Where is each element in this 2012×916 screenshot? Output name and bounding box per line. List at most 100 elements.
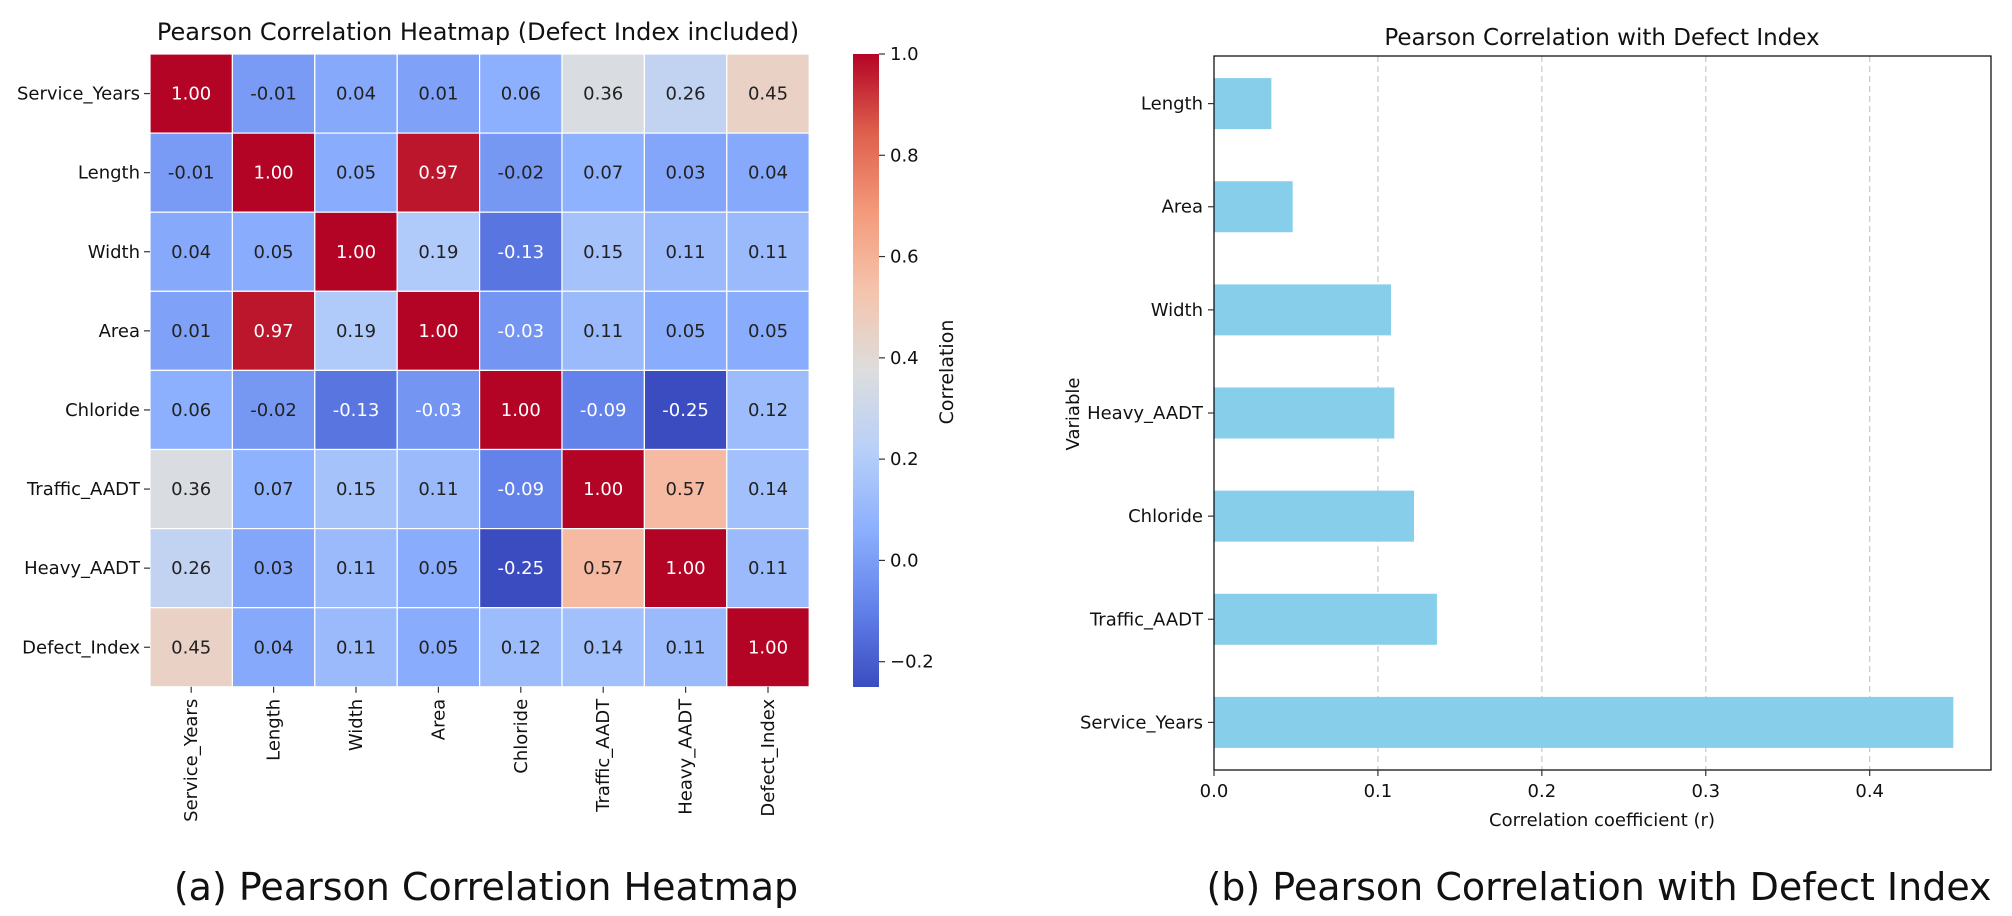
heatmap-cell-label: 0.11: [666, 242, 706, 263]
heatmap-cell: [396, 290, 481, 371]
heatmap-cell: [231, 448, 316, 530]
heatmap-column-label: Heavy_AADT: [676, 698, 697, 815]
heatmap-cell-label: -0.13: [498, 242, 545, 263]
heatmap-cell-label: 0.11: [336, 637, 376, 658]
heatmap-cell: [396, 369, 481, 451]
heatmap-cell-label: 0.12: [501, 637, 541, 658]
heatmap-cell-label: 1.00: [666, 558, 706, 579]
bar: [1214, 181, 1293, 233]
heatmap-cell: [231, 527, 316, 609]
heatmap-title: Pearson Correlation Heatmap (Defect Inde…: [157, 18, 799, 46]
bar: [1214, 593, 1437, 645]
heatmap-cell-label: 0.45: [748, 84, 788, 105]
heatmap-cell-label: 0.36: [171, 479, 211, 500]
heatmap-row-label: Defect_Index: [22, 637, 140, 658]
heatmap-cell: [726, 211, 810, 292]
colorbar-tick-label: −0.2: [890, 652, 934, 673]
heatmap-column-label: Chloride: [511, 699, 532, 774]
heatmap-cell: [726, 448, 810, 530]
bar-x-tick-label: 0.1: [1364, 781, 1393, 802]
heatmap-cell: [561, 53, 646, 134]
bar-series: [1214, 78, 1954, 748]
heatmap-cell: [479, 448, 563, 530]
heatmap-cell-label: 0.97: [418, 163, 458, 184]
colorbar-label: Correlation: [936, 320, 958, 425]
colorbar-ticks: −0.2 0.0 0.2 0.4 0.6 0.8 1.0: [879, 44, 934, 673]
heatmap-cell: [643, 369, 728, 451]
heatmap-cell: [561, 211, 646, 292]
heatmap-cell-label: -0.03: [415, 400, 462, 421]
heatmap-cell-label: 0.03: [666, 163, 706, 184]
heatmap-cell: [561, 527, 646, 609]
heatmap-cell: [643, 527, 728, 609]
heatmap-cell-label: 0.11: [583, 321, 623, 342]
heatmap-cell-label: 0.06: [501, 84, 541, 105]
colorbar: −0.2 0.0 0.2 0.4 0.6 0.8 1.0 Correlation: [853, 44, 958, 687]
heatmap-cell: [396, 53, 481, 134]
heatmap-cell-label: 0.05: [666, 321, 706, 342]
bar-chart-title: Pearson Correlation with Defect Index: [1384, 25, 1819, 51]
heatmap-cell: [643, 211, 728, 292]
bar-y-tick-label: Chloride: [1128, 506, 1203, 527]
colorbar-tick-label: 0.6: [890, 247, 919, 268]
heatmap-cell-label: 0.11: [666, 637, 706, 658]
heatmap-cell-label: 0.11: [336, 558, 376, 579]
heatmap-cell-label: 0.05: [748, 321, 788, 342]
heatmap-cell-label: 0.57: [583, 558, 623, 579]
heatmap-cell-label: 1.00: [501, 400, 541, 421]
heatmap-cell: [479, 211, 563, 292]
heatmap-cell: [479, 290, 563, 371]
heatmap-cell-label: -0.01: [168, 163, 215, 184]
heatmap-cell-label: -0.03: [498, 321, 545, 342]
heatmap-cell-label: 0.26: [666, 84, 706, 105]
heatmap-cell-label: 0.11: [748, 558, 788, 579]
heatmap-cell-label: 0.97: [254, 321, 294, 342]
heatmap-cell-label: 0.01: [418, 84, 458, 105]
bar-y-ticks: Service_Years Traffic_AADT Chloride Heavy_A…: [1080, 94, 1214, 733]
heatmap-cell: [479, 607, 563, 688]
heatmap-cell-label: 0.11: [748, 242, 788, 263]
caption-b: (b) Pearson Correlation with Defect Inde…: [1206, 865, 1991, 909]
heatmap-cell-label: 1.00: [171, 84, 211, 105]
heatmap-cell-label: 0.15: [583, 242, 623, 263]
heatmap-cell: [561, 448, 646, 530]
heatmap-cell-label: 0.01: [171, 321, 211, 342]
heatmap-cell: [479, 369, 563, 451]
bar-x-tick-label: 0.0: [1200, 781, 1229, 802]
heatmap-cell-label: 0.11: [418, 479, 458, 500]
heatmap-cell: [314, 290, 398, 371]
bar: [1214, 78, 1272, 130]
heatmap-cell-label: 0.05: [418, 558, 458, 579]
heatmap-cell: [314, 211, 398, 292]
heatmap-column-label: Area: [428, 699, 449, 740]
heatmap-cell: [231, 211, 316, 292]
heatmap-cell-label: 0.07: [583, 163, 623, 184]
heatmap-cell: [396, 132, 481, 213]
heatmap-cell: [726, 132, 810, 213]
heatmap-cell-label: 0.14: [583, 637, 623, 658]
heatmap-cell-label: 1.00: [583, 479, 623, 500]
heatmap-cell-label: -0.01: [250, 84, 297, 105]
heatmap-cell: [561, 132, 646, 213]
heatmap-cell-label: 0.45: [171, 637, 211, 658]
bar: [1214, 490, 1414, 542]
heatmap-cell: [643, 290, 728, 371]
heatmap-row-label: Area: [99, 321, 140, 342]
colorbar-tick-label: 0.4: [890, 348, 919, 369]
heatmap-cell: [231, 53, 316, 134]
bar-x-tick-label: 0.4: [1855, 781, 1884, 802]
heatmap-cell-label: 0.14: [748, 479, 788, 500]
heatmap-column-label: Length: [264, 699, 285, 761]
colorbar-tick-label: 0.2: [890, 449, 919, 470]
heatmap-cell: [726, 607, 810, 688]
heatmap-cell-label: 0.03: [254, 558, 294, 579]
heatmap-cell-label: 0.05: [254, 242, 294, 263]
heatmap-cell: [314, 607, 398, 688]
heatmap-cells: 1.00 -0.01 0.04 0.01 0.06 0.36 0.26 0.45 -0.01 1.…: [149, 53, 810, 688]
colorbar-tick-label: 0.0: [890, 550, 919, 571]
heatmap-cell-label: 0.04: [748, 163, 788, 184]
heatmap-row-label: Length: [78, 163, 140, 184]
bar-y-tick-label: Service_Years: [1080, 712, 1203, 733]
heatmap-cell-label: 0.19: [336, 321, 376, 342]
heatmap-cell-label: -0.09: [580, 400, 627, 421]
